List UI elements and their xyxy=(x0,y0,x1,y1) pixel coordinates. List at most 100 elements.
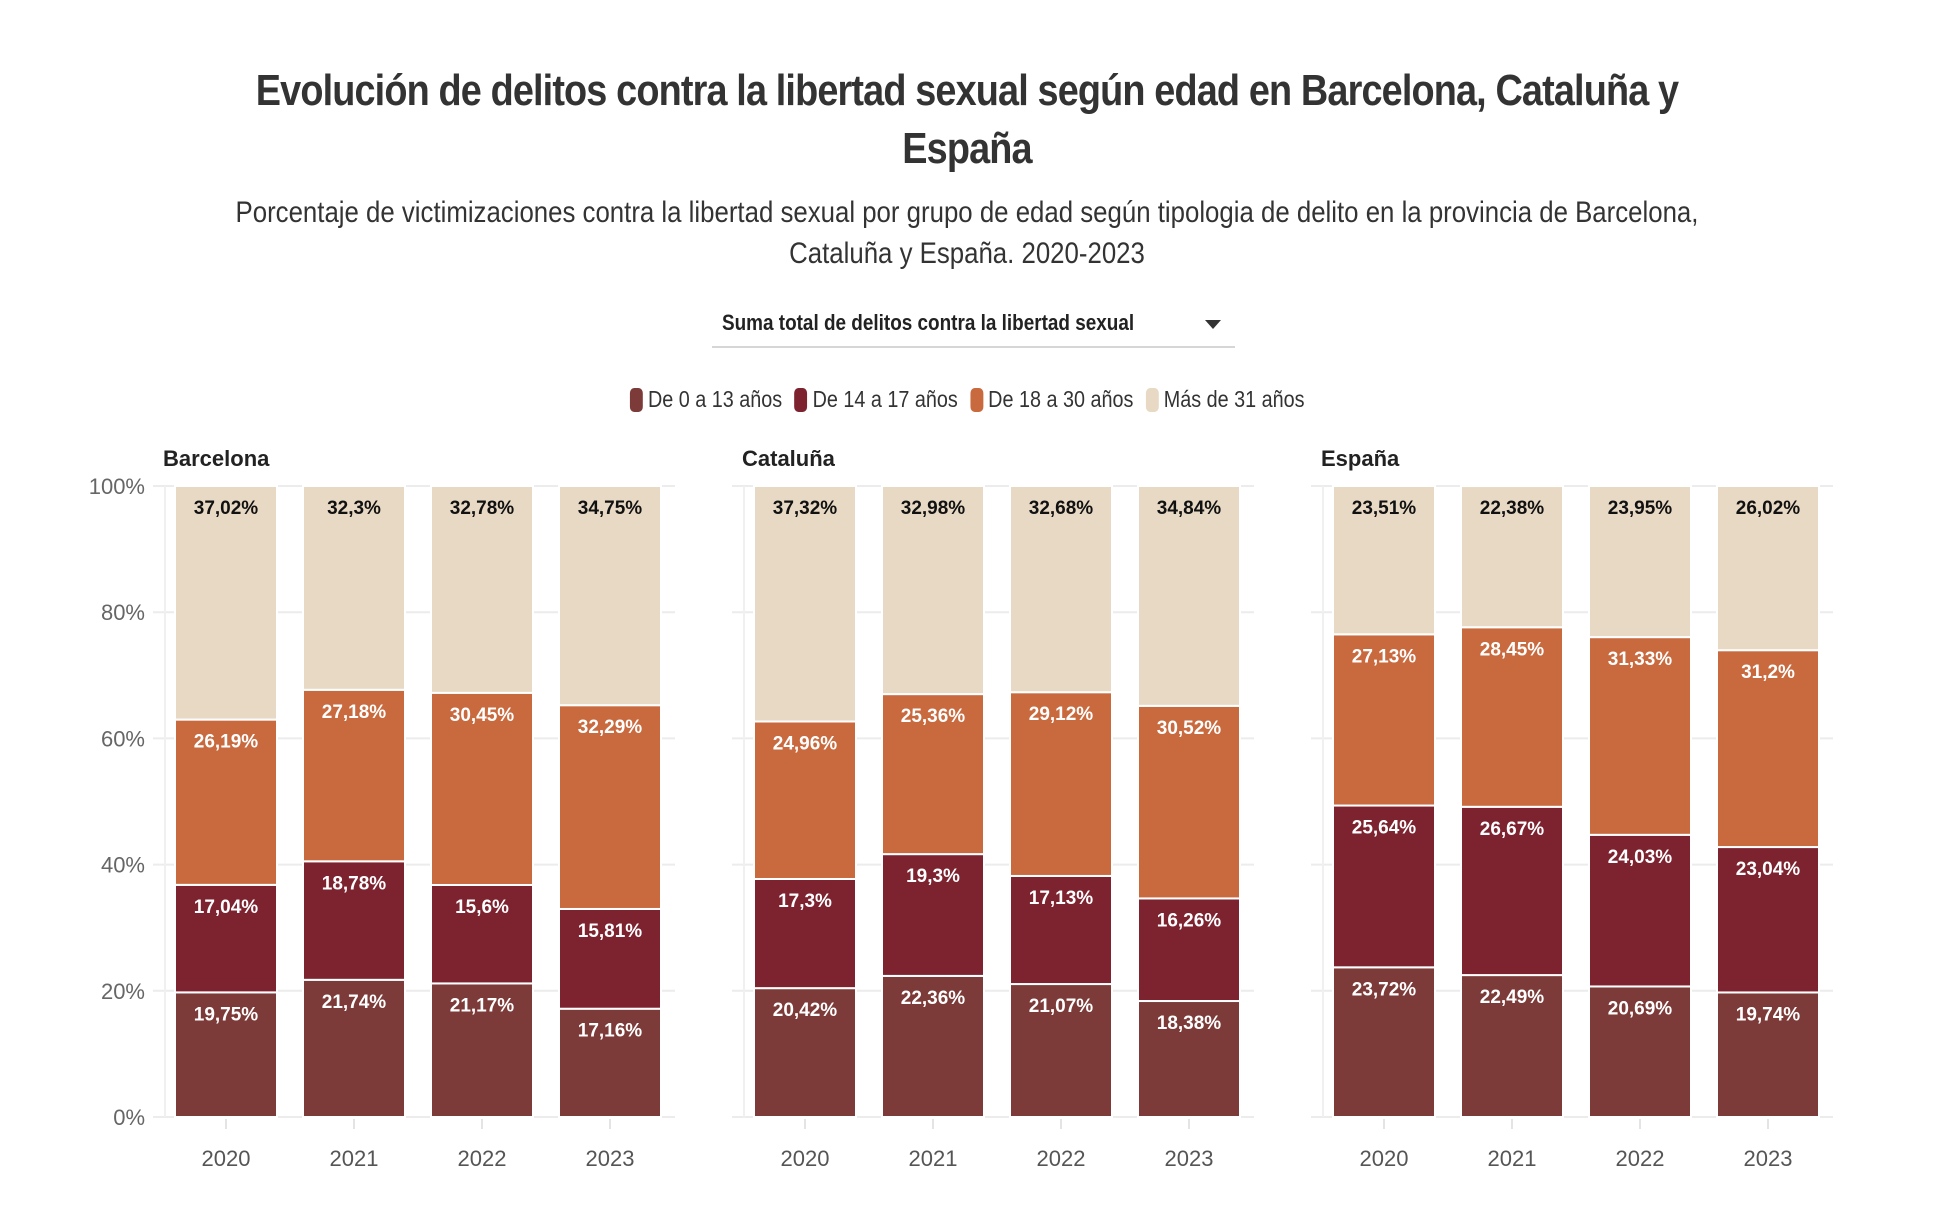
bar-segment xyxy=(1460,974,1564,1118)
x-tick-label: 2021 xyxy=(1488,1146,1537,1171)
bar-value-label: 25,36% xyxy=(901,706,966,727)
bar-value-label: 17,3% xyxy=(778,891,832,912)
bar-value-label: 23,95% xyxy=(1608,498,1673,519)
bar-segment xyxy=(881,974,985,1118)
dropdown-selected-value: Suma total de delitos contra la libertad… xyxy=(722,310,1135,335)
caret-down-icon[interactable] xyxy=(1205,320,1221,329)
bar-value-label: 34,84% xyxy=(1157,498,1222,519)
legend-label: De 18 a 30 años xyxy=(987,386,1134,412)
panel-title: Barcelona xyxy=(163,446,270,471)
bar-value-label: 26,67% xyxy=(1480,819,1545,840)
bar-value-label: 26,02% xyxy=(1736,498,1801,519)
x-tick-label: 2022 xyxy=(1616,1146,1665,1171)
bar-segment xyxy=(302,860,406,981)
bar-segment xyxy=(302,978,406,1119)
bar-value-label: 20,42% xyxy=(773,1000,838,1021)
legend-swatch-icon xyxy=(794,387,808,412)
bar-value-label: 17,04% xyxy=(194,897,259,918)
bar-segment xyxy=(174,485,278,721)
bar-segment xyxy=(1716,991,1820,1119)
bar-segment xyxy=(430,485,534,694)
legend-item-18-30[interactable]: De 18 a 30 años xyxy=(969,386,1134,413)
bar-value-label: 28,45% xyxy=(1480,639,1545,660)
bar-segment xyxy=(302,688,406,863)
bar-value-label: 32,3% xyxy=(327,498,381,519)
bar-segment xyxy=(881,693,985,856)
x-tick-label: 2020 xyxy=(1360,1146,1409,1171)
legend-item-31-plus[interactable]: Más de 31 años xyxy=(1145,386,1304,413)
bar-value-label: 24,03% xyxy=(1608,847,1673,868)
bar-segment xyxy=(1588,833,1692,988)
bar-segment xyxy=(302,485,406,691)
chart-title: Evolución de delitos contra la libertad … xyxy=(135,62,1798,178)
legend-label: Más de 31 años xyxy=(1163,386,1305,412)
bar-segment xyxy=(1332,804,1436,969)
y-tick-label: 100% xyxy=(89,474,145,499)
bar-value-label: 30,52% xyxy=(1157,718,1222,739)
bar-value-label: 17,16% xyxy=(578,1021,643,1042)
bar-segment xyxy=(558,485,662,707)
chart-title-line1: Evolución de delitos contra la libertad … xyxy=(255,66,1679,115)
bar-segment xyxy=(1588,985,1692,1118)
x-tick-label: 2021 xyxy=(909,1146,958,1171)
bar-segment xyxy=(1009,485,1113,694)
bar-value-label: 22,36% xyxy=(901,988,966,1009)
bar-value-label: 30,45% xyxy=(450,705,515,726)
bar-segment xyxy=(1588,636,1692,836)
y-tick-label: 60% xyxy=(101,726,145,751)
bar-segment xyxy=(1332,633,1436,807)
bar-segment xyxy=(430,691,534,886)
x-tick-label: 2022 xyxy=(458,1146,507,1171)
bar-value-label: 26,19% xyxy=(194,732,259,753)
bar-value-label: 15,81% xyxy=(578,921,643,942)
bar-value-label: 32,68% xyxy=(1029,498,1094,519)
chart-title-line2: España xyxy=(902,124,1032,173)
bar-value-label: 34,75% xyxy=(578,498,643,519)
bar-value-label: 17,13% xyxy=(1029,888,1094,909)
bar-value-label: 20,69% xyxy=(1608,998,1673,1019)
bar-segment xyxy=(1137,897,1241,1003)
bar-value-label: 31,2% xyxy=(1741,662,1795,683)
bar-segment xyxy=(1460,626,1564,808)
bar-value-label: 22,38% xyxy=(1480,498,1545,519)
bar-segment xyxy=(1009,874,1113,986)
bar-value-label: 25,64% xyxy=(1352,818,1417,839)
bar-value-label: 19,74% xyxy=(1736,1004,1801,1025)
bar-segment xyxy=(1716,846,1820,994)
bar-value-label: 27,13% xyxy=(1352,646,1417,667)
bar-segment xyxy=(753,720,857,880)
bar-segment xyxy=(881,853,985,977)
bar-value-label: 23,04% xyxy=(1736,859,1801,880)
legend-label: De 0 a 13 años xyxy=(647,386,782,412)
bar-segment xyxy=(753,987,857,1118)
y-tick-label: 40% xyxy=(101,853,145,878)
chart-subtitle-line1: Porcentaje de victimizaciones contra la … xyxy=(235,196,1699,229)
bar-value-label: 32,29% xyxy=(578,717,643,738)
bar-segment xyxy=(174,883,278,994)
legend-item-14-17[interactable]: De 14 a 17 años xyxy=(794,386,958,413)
x-tick-label: 2023 xyxy=(1744,1146,1793,1171)
legend-item-0-13[interactable]: De 0 a 13 años xyxy=(629,386,782,413)
x-tick-label: 2023 xyxy=(586,1146,635,1171)
bar-segment xyxy=(1460,485,1564,629)
bar-segment xyxy=(1137,485,1241,707)
y-tick-label: 80% xyxy=(101,600,145,625)
bar-value-label: 15,6% xyxy=(455,897,509,918)
bar-segment xyxy=(1332,485,1436,636)
bar-value-label: 22,49% xyxy=(1480,987,1545,1008)
bar-value-label: 37,32% xyxy=(773,498,838,519)
bar-value-label: 19,75% xyxy=(194,1004,259,1025)
bar-value-label: 21,07% xyxy=(1029,996,1094,1017)
bar-value-label: 18,38% xyxy=(1157,1013,1222,1034)
legend-swatch-icon xyxy=(969,387,983,412)
chart-subtitle-line2: Cataluña y España. 2020-2023 xyxy=(789,237,1145,270)
y-tick-label: 20% xyxy=(101,979,145,1004)
bar-value-label: 16,26% xyxy=(1157,910,1222,931)
bar-segment xyxy=(430,982,534,1118)
crime-type-dropdown[interactable]: Suma total de delitos contra la libertad… xyxy=(712,308,1235,348)
bar-value-label: 27,18% xyxy=(322,702,387,723)
legend-label: De 14 a 17 años xyxy=(812,386,958,412)
chart-subtitle: Porcentaje de victimizaciones contra la … xyxy=(135,192,1798,274)
x-tick-label: 2020 xyxy=(202,1146,251,1171)
